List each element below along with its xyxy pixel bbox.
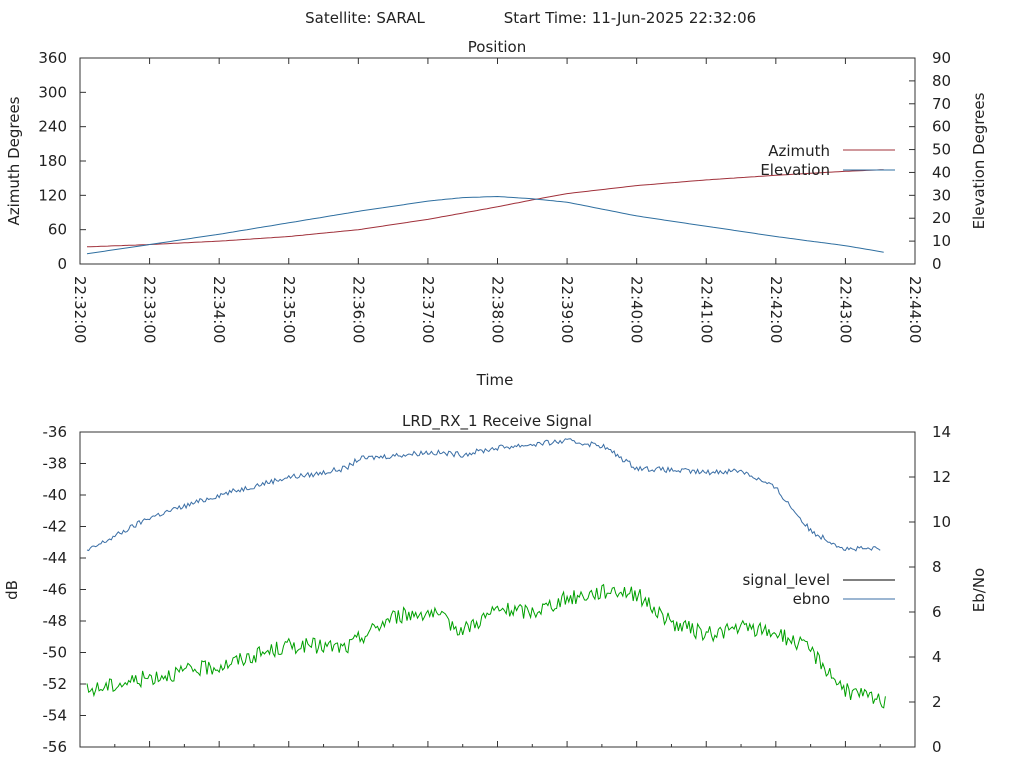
x-tick-label: 22:35:00 xyxy=(280,276,298,343)
y2-tick-label: 10 xyxy=(932,232,951,250)
y-tick-label: -40 xyxy=(43,486,68,504)
y-tick-label: -42 xyxy=(43,518,68,536)
y-tick-label: 60 xyxy=(48,221,67,239)
y2-tick-label: 0 xyxy=(932,738,942,756)
y2-tick-label: 10 xyxy=(932,513,951,531)
x-tick-label: 22:44:00 xyxy=(906,276,924,343)
y2-tick-label: 6 xyxy=(932,603,942,621)
y-tick-label: 300 xyxy=(38,83,67,101)
signal-y2-ticks: 0 2 4 6 8 10 12 14 xyxy=(909,423,951,756)
y2-tick-label: 8 xyxy=(932,558,942,576)
legend-label-ebno: ebno xyxy=(793,590,830,608)
signal-plot-frame xyxy=(79,431,916,748)
y2-tick-label: 4 xyxy=(932,648,942,666)
position-y-ticks: 0 60 120 180 240 300 360 xyxy=(38,49,86,273)
signal-legend: signal_level ebno xyxy=(742,571,895,608)
series-line-unnamed-2 xyxy=(86,583,886,709)
signal-x-ticks xyxy=(79,741,916,747)
position-y-axis-label: Azimuth Degrees xyxy=(5,96,23,225)
y-tick-label: 120 xyxy=(38,186,67,204)
position-y2-axis-label: Elevation Degrees xyxy=(970,92,988,229)
y-tick-label: -46 xyxy=(43,581,68,599)
x-tick-label: 22:37:00 xyxy=(419,276,437,343)
y-tick-label: -54 xyxy=(43,707,68,725)
y-tick-label: 0 xyxy=(57,255,67,273)
x-tick-label: 22:41:00 xyxy=(697,276,715,343)
position-legend: Azimuth Elevation xyxy=(760,142,895,179)
y-tick-label: -52 xyxy=(43,675,68,693)
signal-title: LRD_RX_1 Receive Signal xyxy=(402,412,592,431)
y2-tick-label: 30 xyxy=(932,186,951,204)
y2-tick-label: 70 xyxy=(932,95,951,113)
y2-tick-label: 50 xyxy=(932,141,951,159)
y2-tick-label: 20 xyxy=(932,209,951,227)
y2-tick-label: 80 xyxy=(932,72,951,90)
position-y2-ticks: 0 10 20 30 40 50 60 70 80 90 xyxy=(909,49,951,273)
y2-tick-label: 40 xyxy=(932,163,951,181)
legend-label-signal-level: signal_level xyxy=(742,571,830,590)
y2-tick-label: 60 xyxy=(932,118,951,136)
y2-tick-label: 14 xyxy=(932,423,951,441)
position-series xyxy=(86,169,884,255)
y-tick-label: -38 xyxy=(43,455,68,473)
position-x-axis-label: Time xyxy=(476,371,514,389)
satellite-label: Satellite: SARAL xyxy=(305,9,425,27)
start-time-label: Start Time: 11-Jun-2025 22:32:06 xyxy=(504,9,756,27)
x-tick-label: 22:43:00 xyxy=(836,276,854,343)
x-tick-label: 22:34:00 xyxy=(210,276,228,343)
x-tick-label: 22:39:00 xyxy=(558,276,576,343)
y-tick-label: -56 xyxy=(43,738,68,756)
y2-tick-label: 12 xyxy=(932,468,951,486)
signal-chart: LRD_RX_1 Receive Signal dB Eb/No -36-38-… xyxy=(3,412,988,756)
y2-tick-label: 90 xyxy=(932,49,951,67)
position-title: Position xyxy=(468,38,526,56)
y-tick-label: -50 xyxy=(43,644,68,662)
y-tick-label: -44 xyxy=(43,549,68,567)
x-tick-label: 22:33:00 xyxy=(141,276,159,343)
x-tick-label: 22:40:00 xyxy=(628,276,646,343)
y2-tick-label: 2 xyxy=(932,693,942,711)
legend-label-azimuth: Azimuth xyxy=(768,142,830,160)
y-tick-label: -36 xyxy=(43,423,68,441)
signal-y-axis-label: dB xyxy=(3,580,21,600)
legend-label-elevation: Elevation xyxy=(760,161,830,179)
signal-y2-axis-label: Eb/No xyxy=(970,568,988,612)
y2-tick-label: 0 xyxy=(932,255,942,273)
position-x-ticks: 22:32:00 22:33:00 22:34:00 22:35:00 22:36:00… xyxy=(71,58,924,343)
series-line-elevation xyxy=(86,195,884,255)
y-tick-label: 240 xyxy=(38,118,67,136)
y-tick-label: -48 xyxy=(43,612,68,630)
x-tick-label: 22:32:00 xyxy=(71,276,89,343)
signal-y-ticks: -36 -38 -40 -42 -44 -46 -48 -50 -52 -54 -56 xyxy=(43,423,86,756)
x-tick-label: 22:42:00 xyxy=(767,276,785,343)
series-line-azimuth xyxy=(86,169,884,248)
x-tick-label: 22:38:00 xyxy=(489,276,507,343)
signal-series xyxy=(86,438,886,709)
y-tick-label: 360 xyxy=(38,49,67,67)
y-tick-label: 180 xyxy=(38,152,67,170)
x-tick-label: 22:36:00 xyxy=(349,276,367,343)
series-line-ebno xyxy=(86,438,881,552)
position-chart: Position Azimuth Degrees Elevation Degre… xyxy=(5,38,988,389)
